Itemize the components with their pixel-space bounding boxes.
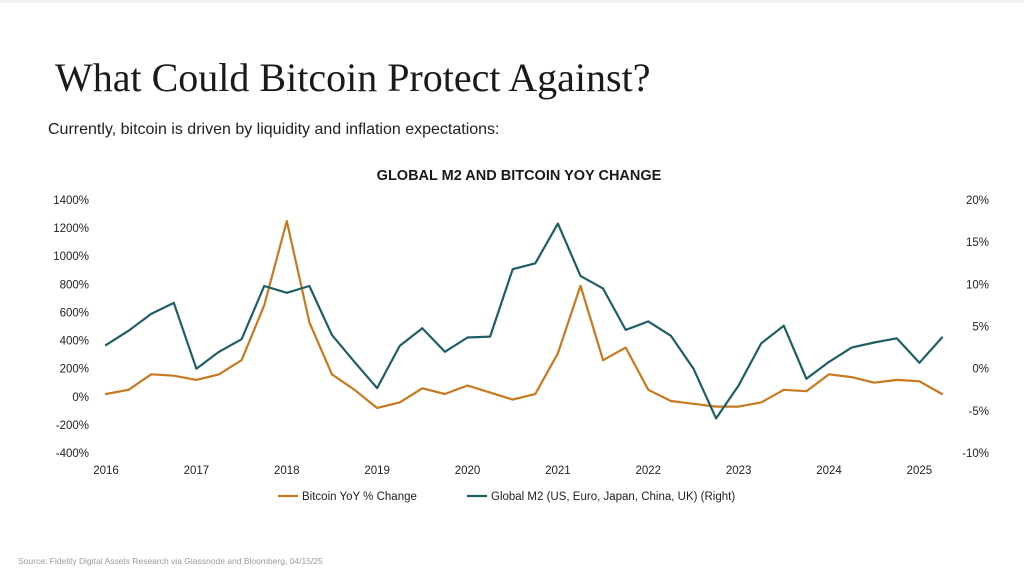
right-tick-label: 5%	[972, 322, 989, 334]
right-tick-label: -5%	[969, 406, 989, 418]
x-axis: 2016 2017 2018 2019 2020 2021 2022 2023 2024 2025	[93, 465, 932, 477]
right-tick-label: 20%	[966, 195, 989, 207]
x-tick-label: 2022	[635, 465, 661, 477]
left-tick-label: -200%	[56, 420, 89, 432]
x-tick-label: 2024	[816, 465, 842, 477]
chart-title: GLOBAL M2 AND BITCOIN YOY CHANGE	[377, 168, 662, 184]
left-axis: 1400% 1200% 1000% 800% 600% 400% 200% 0% -200% -4…	[53, 195, 89, 460]
x-tick-label: 2016	[93, 465, 119, 477]
series-line-bitcoin	[104, 219, 944, 410]
right-tick-label: -10%	[962, 448, 989, 460]
slide-title: What Could Bitcoin Protect Against?	[55, 55, 651, 100]
right-tick-label: 0%	[972, 364, 989, 376]
chart: GLOBAL M2 AND BITCOIN YOY CHANGE 1400% 12…	[53, 168, 989, 503]
right-tick-label: 10%	[966, 279, 989, 291]
top-rule	[0, 0, 1024, 3]
right-tick-label: 15%	[966, 237, 989, 249]
x-tick-label: 2023	[726, 465, 752, 477]
legend: Bitcoin YoY % Change Global M2 (US, Euro,…	[278, 491, 735, 503]
x-tick-label: 2019	[364, 465, 390, 477]
left-tick-label: 0%	[72, 392, 89, 404]
left-tick-label: 1200%	[53, 223, 89, 235]
x-tick-label: 2018	[274, 465, 300, 477]
left-tick-label: 400%	[60, 336, 89, 348]
slide-subtitle: Currently, bitcoin is driven by liquidit…	[48, 121, 500, 138]
source-note: Source: Fidelity Digital Assets Research…	[18, 556, 323, 566]
series-line-global-m2	[104, 222, 944, 420]
left-tick-label: 600%	[60, 307, 89, 319]
series-layer	[104, 219, 944, 420]
right-axis: 20% 15% 10% 5% 0% -5% -10%	[962, 195, 989, 460]
x-tick-label: 2020	[455, 465, 481, 477]
x-tick-label: 2021	[545, 465, 571, 477]
left-tick-label: 1400%	[53, 195, 89, 207]
x-tick-label: 2025	[907, 465, 933, 477]
left-tick-label: 200%	[60, 364, 89, 376]
legend-label-global-m2: Global M2 (US, Euro, Japan, China, UK) (…	[491, 491, 735, 503]
left-tick-label: 800%	[60, 279, 89, 291]
left-tick-label: 1000%	[53, 251, 89, 263]
left-tick-label: -400%	[56, 448, 89, 460]
x-tick-label: 2017	[184, 465, 210, 477]
legend-label-bitcoin: Bitcoin YoY % Change	[302, 491, 417, 503]
